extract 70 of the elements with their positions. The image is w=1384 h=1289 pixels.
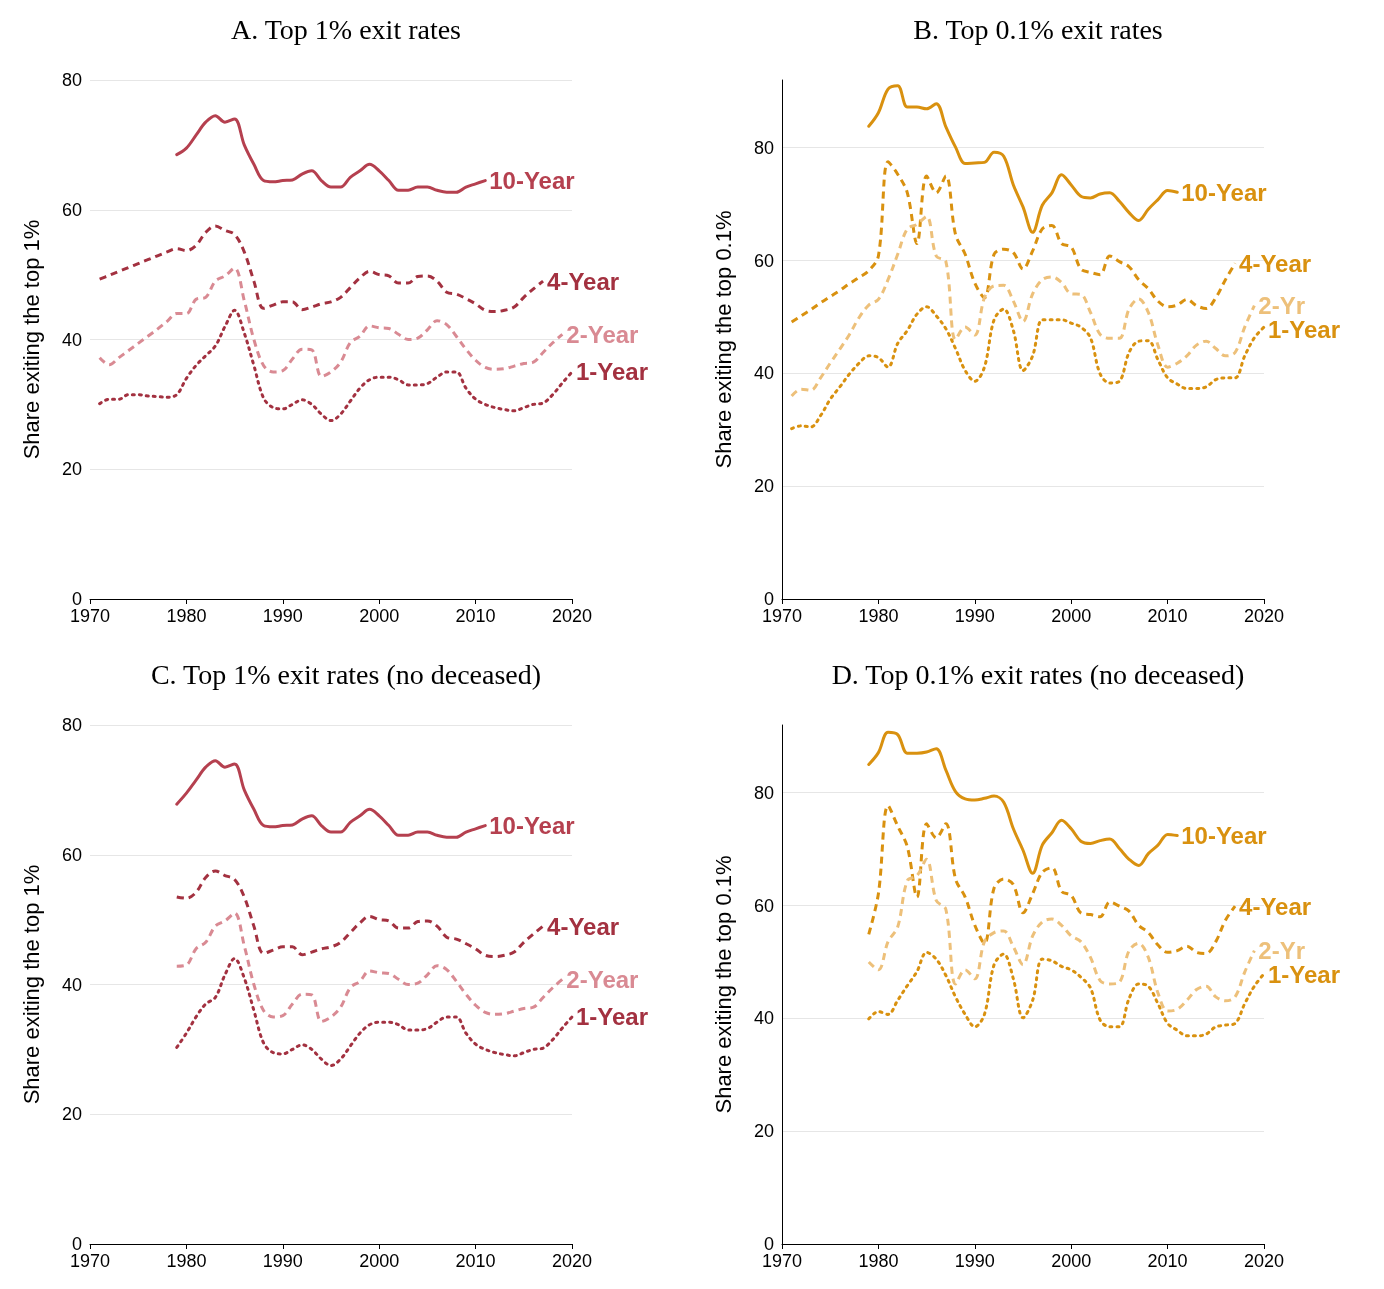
y-tick-label: 60 (753, 250, 774, 271)
line-series (175, 759, 487, 839)
x-tick-label: 1970 (761, 1251, 803, 1271)
series-label: 10-Year (1181, 822, 1267, 850)
chart-title: B. Top 0.1% exit rates (913, 13, 1163, 45)
y-tick-label: 20 (753, 476, 774, 497)
x-tick-label: 2020 (1243, 606, 1285, 626)
x-tick-label: 2010 (1147, 1251, 1188, 1271)
y-tick-label: 60 (753, 895, 774, 916)
series-label: 10-Year (489, 167, 575, 195)
y-tick-label: 0 (763, 1234, 774, 1254)
x-tick-label: 1990 (954, 606, 995, 626)
y-tick-label: 40 (61, 974, 82, 995)
y-tick-label: 40 (61, 329, 82, 350)
x-tick-label: 2020 (1243, 1251, 1285, 1271)
y-tick-label: 80 (61, 715, 82, 735)
y-tick-label: 40 (753, 1008, 774, 1029)
series-label: 4-Year (1239, 249, 1312, 277)
chart-title: A. Top 1% exit rates (230, 13, 462, 45)
x-tick-label: 1980 (858, 606, 899, 626)
series-label: 1-Year (576, 358, 649, 386)
y-axis-title: Share exiting the top 0.1% (710, 210, 736, 469)
x-tick-label: 1990 (954, 1251, 995, 1271)
x-tick-label: 2000 (1051, 606, 1092, 626)
x-tick-label: 1980 (166, 1251, 207, 1271)
series-label: 4-Year (1239, 892, 1312, 920)
x-tick-label: 1990 (262, 606, 303, 626)
y-tick-label: 80 (61, 70, 82, 90)
x-tick-label: 2000 (359, 1251, 400, 1271)
y-tick-label: 0 (763, 589, 774, 609)
series-label: 10-Year (1181, 178, 1267, 206)
x-tick-label: 2020 (551, 606, 593, 626)
chart-title: D. Top 0.1% exit rates (no deceased) (831, 658, 1245, 690)
y-tick-label: 20 (61, 1104, 82, 1125)
x-tick-label: 1990 (262, 1251, 303, 1271)
y-axis-title: Share exiting the top 1% (18, 864, 44, 1105)
chart-title: C. Top 1% exit rates (no deceased) (150, 658, 542, 690)
x-tick-label: 1970 (69, 1251, 111, 1271)
x-tick-label: 2000 (1051, 1251, 1092, 1271)
y-tick-label: 60 (61, 199, 82, 220)
line-series (98, 224, 545, 314)
y-tick-label: 80 (753, 137, 774, 158)
y-tick-label: 40 (753, 363, 774, 384)
y-axis-title: Share exiting the top 1% (18, 219, 44, 460)
x-tick-label: 2000 (359, 606, 400, 626)
x-tick-label: 2020 (551, 1251, 593, 1271)
x-tick-label: 2010 (1147, 606, 1188, 626)
x-tick-label: 1970 (69, 606, 111, 626)
series-label: 2-Year (566, 320, 639, 348)
y-tick-label: 0 (71, 1234, 82, 1254)
line-series (867, 84, 1179, 234)
x-tick-label: 2010 (455, 1251, 496, 1271)
y-tick-label: 60 (61, 844, 82, 865)
x-tick-label: 2010 (455, 606, 496, 626)
line-series (175, 869, 545, 959)
line-series (175, 114, 487, 194)
y-tick-label: 80 (753, 782, 774, 803)
x-tick-label: 1980 (166, 606, 207, 626)
line-series (867, 730, 1179, 875)
series-label: 4-Year (547, 912, 620, 940)
y-tick-label: 20 (753, 1121, 774, 1142)
x-tick-label: 1970 (761, 606, 803, 626)
x-tick-label: 1980 (858, 1251, 899, 1271)
series-label: 2-Year (566, 965, 639, 993)
y-tick-label: 0 (71, 589, 82, 609)
y-axis-title: Share exiting the top 0.1% (710, 855, 736, 1114)
series-label: 4-Year (547, 267, 620, 295)
series-label: 10-Year (489, 812, 575, 840)
y-tick-label: 20 (61, 459, 82, 480)
series-label: 1-Year (576, 1003, 649, 1031)
